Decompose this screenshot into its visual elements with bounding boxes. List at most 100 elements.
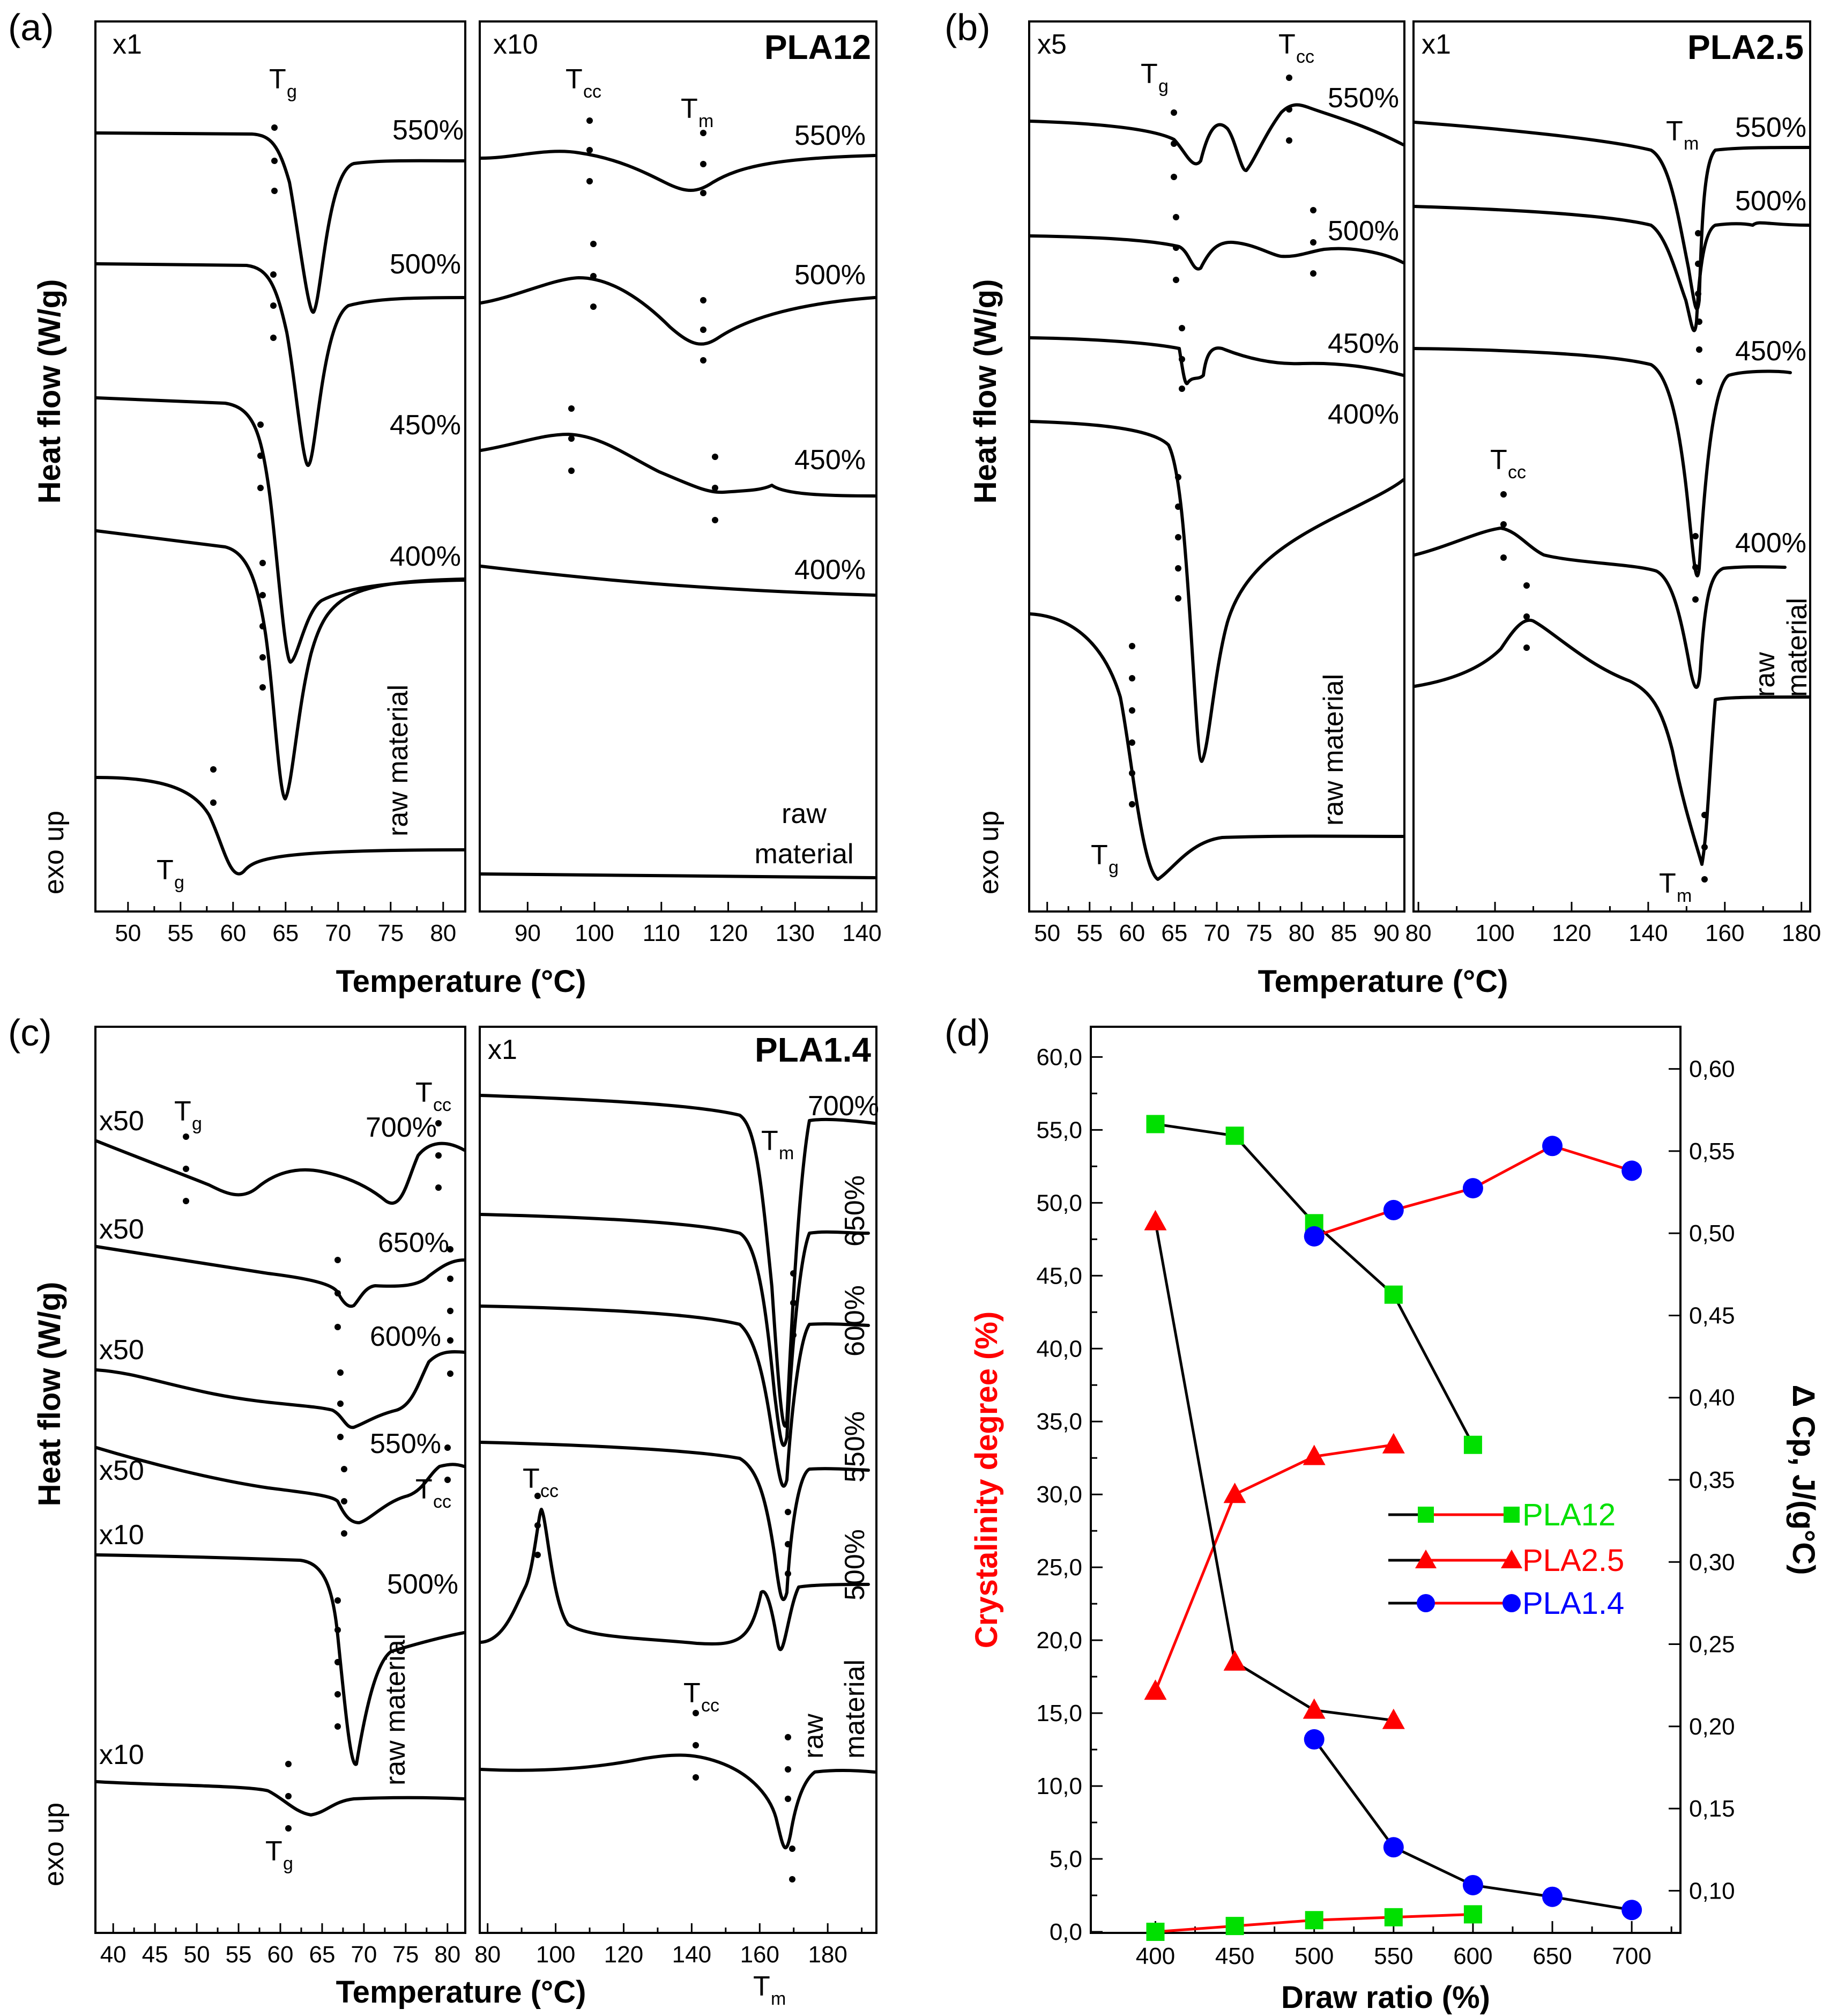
panel-d-y2label: Δ Cp, J/(g°C) bbox=[1786, 1385, 1821, 1575]
panel-c-exo-label: exo up bbox=[39, 1803, 70, 1886]
c-right-tick-label-120: 120 bbox=[604, 1941, 643, 1968]
b-right-label-400: 400% bbox=[1735, 528, 1806, 559]
d-point-3-2 bbox=[1303, 1698, 1326, 1719]
c-left-label-500: 500% bbox=[387, 1569, 458, 1600]
a-left-tick-label-70: 70 bbox=[325, 920, 351, 946]
panel-a-left-scale: x1 bbox=[113, 29, 142, 60]
a-right-curve-500 bbox=[479, 276, 876, 346]
panel-c: x1 PLA1.4 Heat flow (W/g) exo up Tempera… bbox=[32, 1026, 879, 2010]
c-left-scale-2: x50 bbox=[99, 1214, 144, 1245]
legend-label-pla14: PLA1.4 bbox=[1522, 1586, 1624, 1621]
panel-b-left-scale: x5 bbox=[1037, 29, 1067, 60]
d-point-0-3 bbox=[1384, 1908, 1403, 1926]
svg-text:T: T bbox=[1659, 868, 1676, 899]
d-point-1-4 bbox=[1463, 1435, 1482, 1454]
c-right-tick-label-80: 80 bbox=[474, 1941, 501, 1968]
d-y2tick-label: 0,45 bbox=[1689, 1302, 1735, 1329]
svg-text:cc: cc bbox=[1508, 462, 1526, 483]
d-y2tick-label: 0,15 bbox=[1689, 1796, 1735, 1822]
c-right-tick-label-100: 100 bbox=[536, 1941, 575, 1968]
svg-text:m: m bbox=[698, 111, 713, 131]
d-ytick-label: 10,0 bbox=[1036, 1773, 1082, 1799]
a-right-label-raw-1: raw bbox=[782, 798, 827, 829]
a-left-tick-label-60: 60 bbox=[220, 920, 246, 946]
panel-b-right-frame bbox=[1412, 20, 1811, 913]
panel-a-title: PLA12 bbox=[764, 28, 871, 66]
b-right-tick-label-100: 100 bbox=[1475, 920, 1514, 946]
d-ytick-label: 0,0 bbox=[1050, 1919, 1082, 1945]
a-right-label-400: 400% bbox=[794, 554, 866, 585]
b-left-tick-label-85: 85 bbox=[1331, 920, 1357, 946]
svg-text:cc: cc bbox=[701, 1695, 719, 1716]
c-right-curve-550 bbox=[479, 1441, 870, 1601]
svg-text:T: T bbox=[1490, 444, 1507, 476]
d-ytick-label: 15,0 bbox=[1036, 1700, 1082, 1726]
c-left-scale-6: x10 bbox=[99, 1739, 144, 1770]
b-left-tick-label-50: 50 bbox=[1034, 920, 1060, 946]
c-right-label-500: 500% bbox=[839, 1529, 871, 1600]
panel-b-right-ticks: 80 100 120 140 160 180 bbox=[1405, 902, 1821, 946]
d-y2tick-label: 0,35 bbox=[1689, 1467, 1735, 1493]
a-right-curve-400 bbox=[479, 565, 876, 597]
b-left-dots bbox=[1129, 75, 1316, 807]
b-left-label-500: 500% bbox=[1328, 216, 1399, 247]
c-right-tick-label-140: 140 bbox=[672, 1941, 711, 1968]
a-left-tick-label-55: 55 bbox=[167, 920, 194, 946]
panel-a-left-frame bbox=[94, 20, 466, 913]
d-point-1-1 bbox=[1225, 1126, 1244, 1145]
c-left-tick-label-40: 40 bbox=[100, 1941, 127, 1968]
panel-tag-b: (b) bbox=[944, 6, 991, 48]
c-left-scale-1: x50 bbox=[99, 1106, 144, 1137]
b-right-tick-label-80: 80 bbox=[1405, 920, 1432, 946]
d-point-4-2 bbox=[1462, 1178, 1483, 1199]
c-right-label-raw-1: raw bbox=[798, 1714, 829, 1759]
d-y2tick-label: 0,55 bbox=[1689, 1138, 1735, 1165]
d-point-0-1 bbox=[1225, 1917, 1244, 1936]
a-left-curve-raw bbox=[95, 776, 466, 876]
panel-c-xlabel: Temperature (°C) bbox=[336, 1975, 586, 2010]
b-left-label-400: 400% bbox=[1328, 399, 1399, 430]
b-right-label-raw-2: material bbox=[1782, 598, 1813, 697]
legend-entry-pla25: PLA2.5 bbox=[1388, 1543, 1624, 1578]
panel-b-exo-label: exo up bbox=[973, 811, 1005, 894]
panel-d-xticks: 400 450 500 550 600 650 700 bbox=[1136, 1921, 1672, 1969]
svg-text:g: g bbox=[287, 81, 297, 102]
svg-text:m: m bbox=[1677, 886, 1692, 906]
d-ytick-label: 50,0 bbox=[1036, 1190, 1082, 1216]
a-right-label-500: 500% bbox=[794, 260, 866, 291]
svg-text:g: g bbox=[174, 872, 184, 893]
d-ytick-label: 40,0 bbox=[1036, 1336, 1082, 1362]
panel-b-xlabel: Temperature (°C) bbox=[1258, 964, 1508, 999]
b-right-curve-500 bbox=[1413, 205, 1811, 332]
c-left-tick-label-65: 65 bbox=[309, 1941, 335, 1968]
d-point-4-0 bbox=[1304, 1226, 1325, 1247]
svg-text:T: T bbox=[1666, 116, 1683, 147]
panel-d-series bbox=[1144, 1115, 1642, 1941]
d-ytick-label: 30,0 bbox=[1036, 1481, 1082, 1508]
svg-text:cc: cc bbox=[1296, 47, 1314, 67]
panel-d: 400 450 500 550 600 650 700 0,0 5,0 10,0 15,0 20,0… bbox=[969, 1026, 1821, 2015]
panel-a-right-ticks: 90 100 110 120 130 140 bbox=[515, 902, 882, 946]
svg-text:cc: cc bbox=[540, 1481, 559, 1501]
svg-text:m: m bbox=[779, 1143, 794, 1163]
a-right-tick-label-90: 90 bbox=[515, 920, 541, 946]
a-left-curve-400 bbox=[95, 529, 466, 801]
panel-tag-c: (c) bbox=[8, 1012, 52, 1054]
panel-c-left-ticks: 40 45 50 55 60 65 70 75 80 bbox=[100, 1923, 460, 1968]
svg-text:T: T bbox=[415, 1474, 433, 1505]
legend-entry-pla14: PLA1.4 bbox=[1388, 1586, 1624, 1621]
svg-text:m: m bbox=[1684, 134, 1699, 154]
c-left-tick-label-50: 50 bbox=[184, 1941, 210, 1968]
c-right-label-600: 600% bbox=[839, 1285, 871, 1357]
c-right-dots bbox=[534, 1270, 797, 1882]
panel-b-right-scale: x1 bbox=[1422, 29, 1451, 60]
b-right-curve-550 bbox=[1413, 121, 1811, 310]
legend-entry-pla12: PLA12 bbox=[1388, 1498, 1616, 1532]
panel-a-right-scale: x10 bbox=[493, 29, 538, 60]
